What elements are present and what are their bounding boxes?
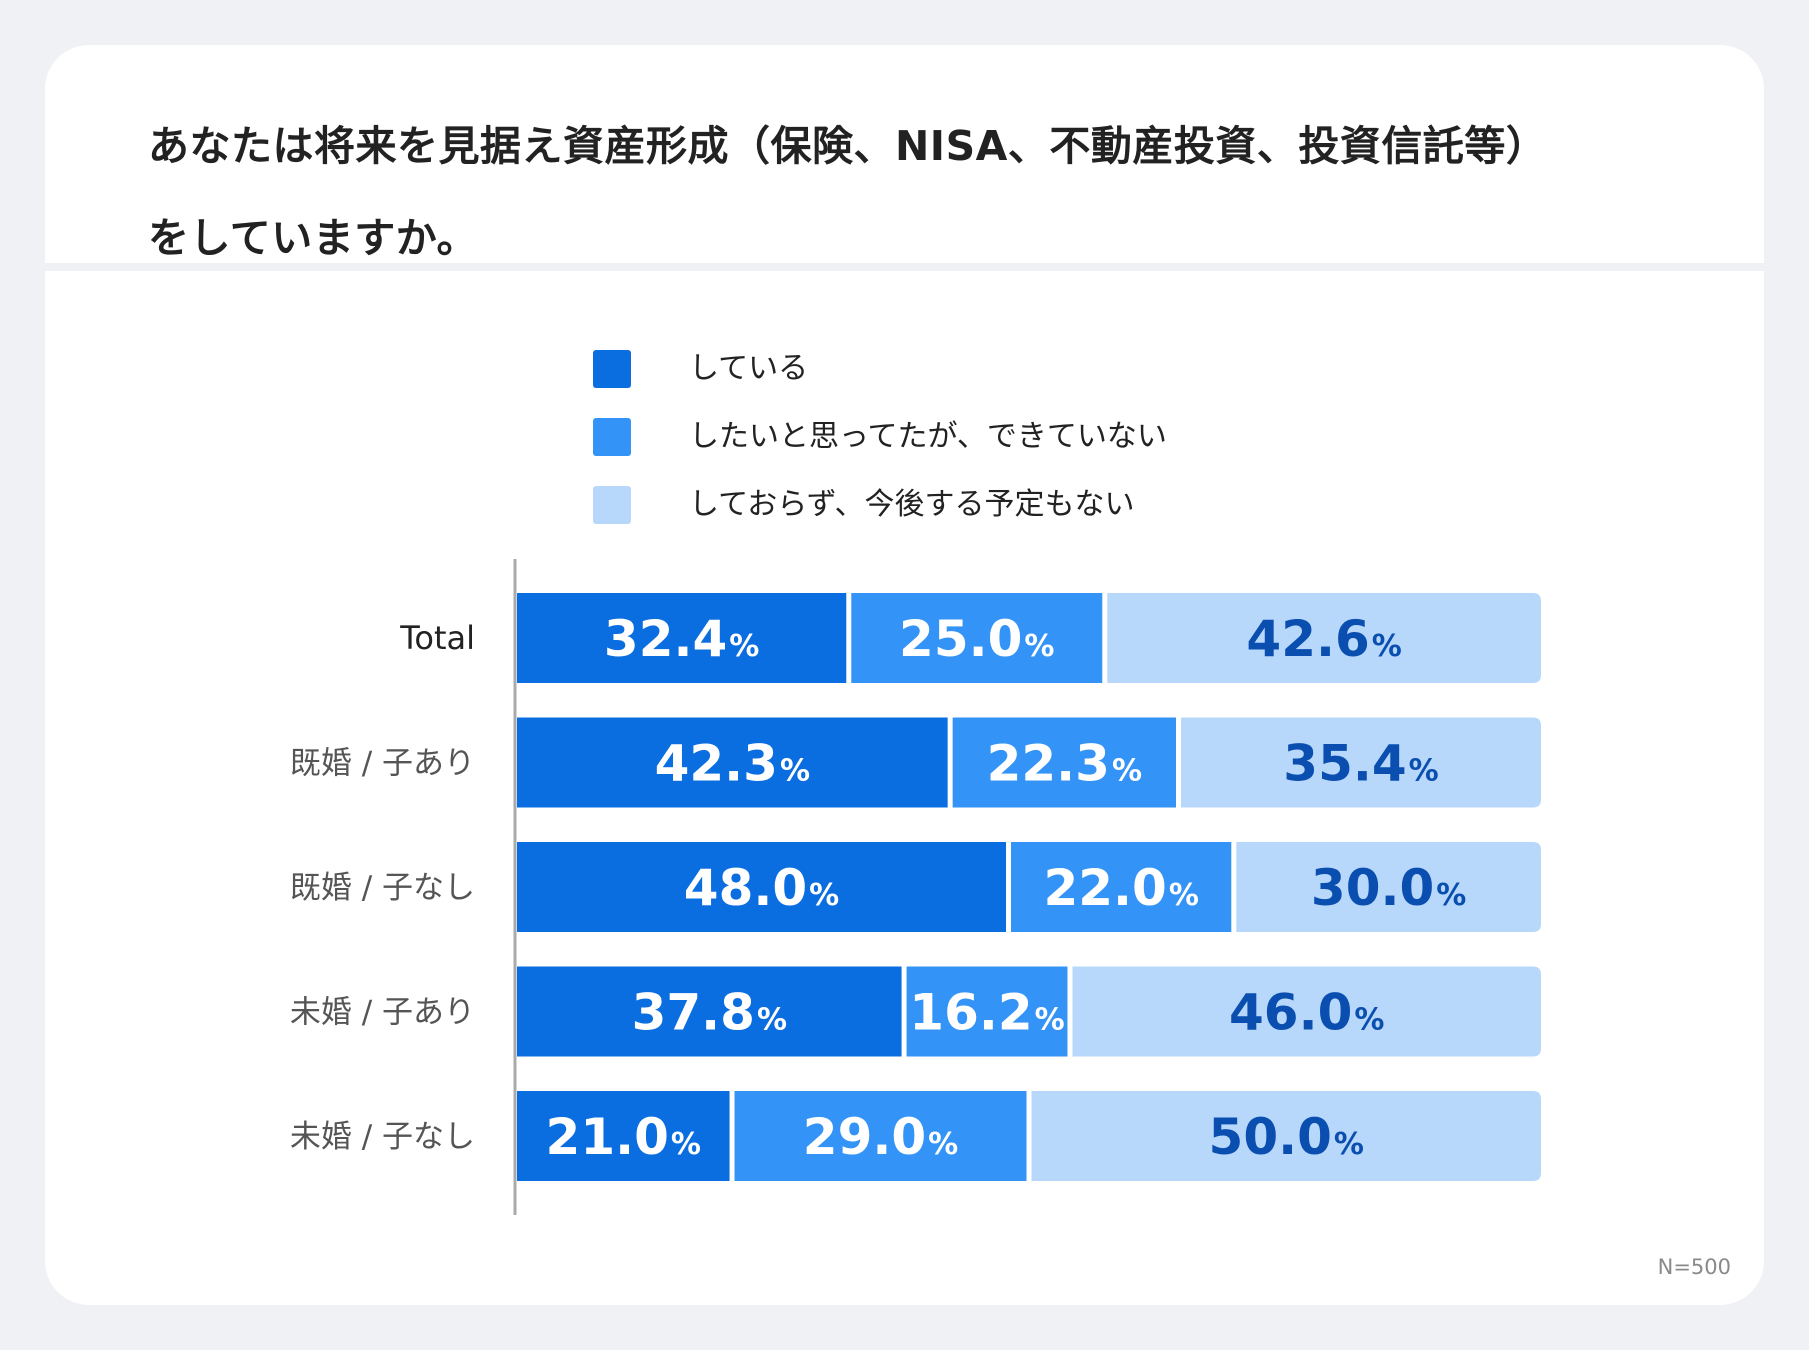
- data-label: 29.0%: [803, 1108, 958, 1166]
- bar-segment: [906, 966, 1068, 1057]
- bar-segment: [517, 966, 902, 1057]
- sample-size-note: N=500: [1657, 1255, 1731, 1279]
- bar-segment: [1072, 966, 1541, 1057]
- bar-segment: [851, 593, 1103, 683]
- data-label: 32.4%: [604, 610, 759, 668]
- bar-segment: [517, 1091, 730, 1181]
- bar-segment: [517, 717, 948, 808]
- data-label: 22.0%: [1043, 859, 1198, 917]
- legend-swatch-wanted: [593, 418, 631, 456]
- data-label: 48.0%: [684, 859, 839, 917]
- data-label: 46.0%: [1229, 984, 1384, 1042]
- bar-segment: [1236, 842, 1541, 932]
- chart-card: あなたは将来を見据え資産形成（保険、NISA、不動産投資、投資信託等） をしてい…: [45, 45, 1764, 1305]
- data-label: 22.3%: [987, 735, 1142, 793]
- chart-title: あなたは将来を見据え資産形成（保険、NISA、不動産投資、投資信託等） をしてい…: [148, 100, 1688, 284]
- data-label: 42.6%: [1246, 610, 1401, 668]
- bar-segment: [517, 593, 847, 683]
- title-line-1: あなたは将来を見据え資産形成（保険、NISA、不動産投資、投資信託等）: [148, 122, 1548, 170]
- category-label: 未婚 / 子なし: [290, 1119, 475, 1155]
- data-label: 30.0%: [1311, 859, 1466, 917]
- category-label: 既婚 / 子なし: [290, 870, 475, 906]
- legend-label-doing: している: [689, 351, 809, 386]
- bar-segment: [517, 842, 1007, 932]
- stacked-bar-chart: Total 32.4% 25.0% 42.6% 既婚 / 子あり 42.3% 22.3% 35…: [290, 559, 1541, 1215]
- bar-segment: [952, 717, 1177, 808]
- legend-label-wanted: したいと思ってたが、できていない: [689, 419, 1167, 454]
- title-divider: [45, 263, 1764, 271]
- category-label: 未婚 / 子あり: [290, 995, 475, 1031]
- data-label: 21.0%: [546, 1108, 701, 1166]
- data-label: 42.3%: [655, 735, 810, 793]
- legend-swatch-doing: [593, 350, 631, 388]
- bar-segment: [1107, 593, 1541, 683]
- bar-segment: [1181, 717, 1541, 808]
- data-label: 37.8%: [632, 984, 787, 1042]
- legend-label-no-plan: しておらず、今後する予定もない: [689, 487, 1135, 522]
- bar-segment: [734, 1091, 1027, 1181]
- category-label: Total: [399, 619, 475, 657]
- category-label: 既婚 / 子あり: [290, 746, 475, 782]
- data-label: 25.0%: [899, 610, 1054, 668]
- data-label: 16.2%: [909, 984, 1064, 1042]
- legend-swatch-no-plan: [593, 486, 631, 524]
- data-label: 50.0%: [1209, 1108, 1364, 1166]
- data-label: 35.4%: [1283, 735, 1438, 793]
- title-line-2: をしていますか。: [148, 214, 478, 262]
- bar-segment: [1011, 842, 1232, 932]
- bar-segment: [1031, 1091, 1541, 1181]
